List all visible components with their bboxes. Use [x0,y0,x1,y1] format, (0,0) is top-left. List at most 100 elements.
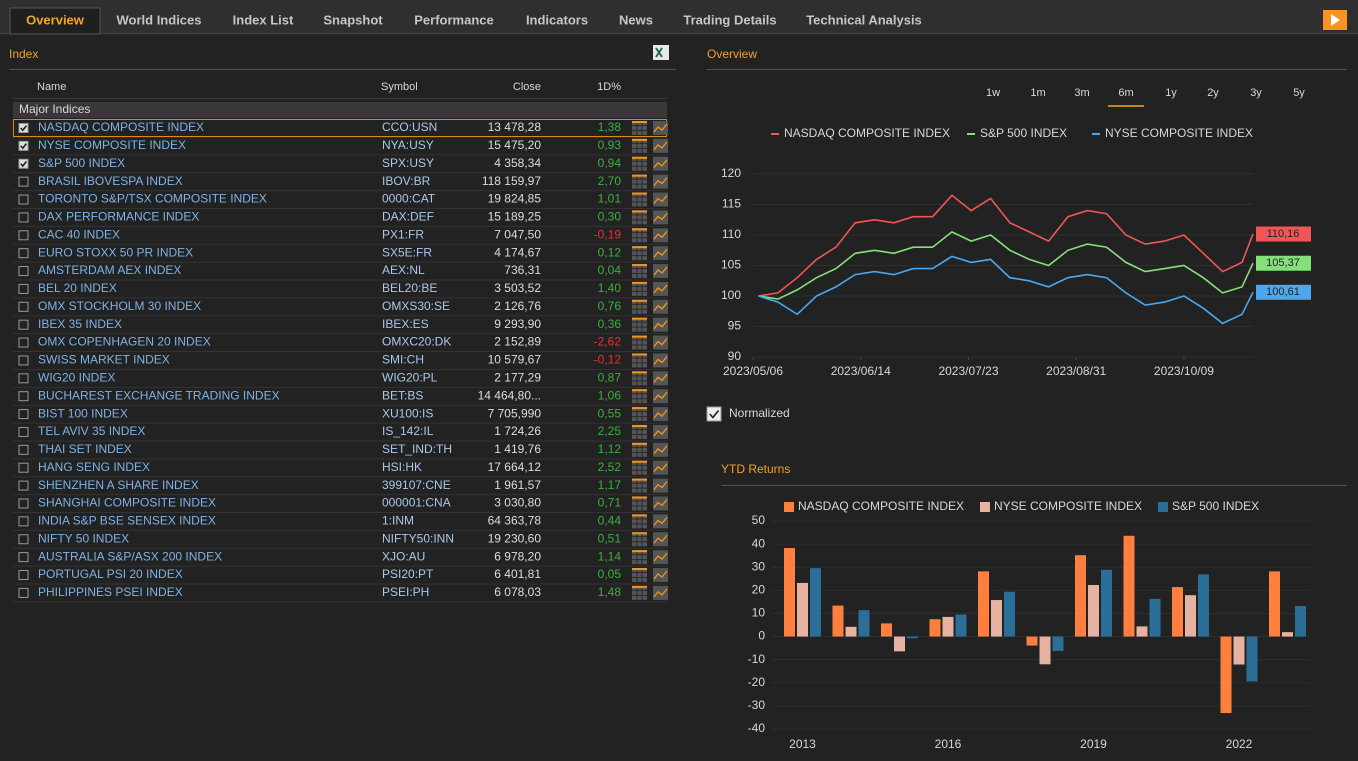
index-name[interactable]: EURO STOXX 50 PR INDEX [38,245,193,259]
chart-icon[interactable] [653,442,668,457]
grid-icon[interactable] [632,568,647,582]
grid-icon[interactable] [632,228,647,243]
index-name[interactable]: SHANGHAI COMPOSITE INDEX [38,496,216,510]
chart-icon[interactable] [653,407,668,422]
grid-icon[interactable] [632,335,647,350]
play-button[interactable] [1323,10,1347,30]
grid-icon[interactable] [632,424,647,439]
tab[interactable]: Trading Details [683,12,776,27]
chart-icon[interactable] [653,389,668,404]
chart-icon[interactable] [653,478,668,493]
index-name[interactable]: PHILIPPINES PSEI INDEX [38,585,183,599]
chart-icon[interactable] [653,192,668,207]
grid-icon[interactable] [632,371,647,386]
checkbox[interactable] [18,462,29,473]
chart-icon[interactable] [653,317,668,332]
index-name[interactable]: BUCHAREST EXCHANGE TRADING INDEX [38,388,280,402]
checkbox[interactable] [706,406,722,422]
tab[interactable]: Indicators [526,12,588,27]
index-name[interactable]: SHENZHEN A SHARE INDEX [38,478,199,492]
grid-icon[interactable] [632,281,647,296]
checkbox[interactable] [18,140,29,151]
checkbox[interactable] [18,301,29,312]
index-name[interactable]: NIFTY 50 INDEX [38,531,129,545]
chart-icon[interactable] [653,532,668,547]
grid-icon[interactable] [632,317,647,332]
grid-icon[interactable] [632,353,647,368]
checkbox[interactable] [18,194,29,205]
grid-icon[interactable] [632,192,647,207]
chart-icon[interactable] [653,264,668,279]
checkbox[interactable] [18,248,29,259]
index-name[interactable]: AUSTRALIA S&P/ASX 200 INDEX [38,549,222,563]
index-name[interactable]: BIST 100 INDEX [38,406,128,420]
checkbox[interactable] [18,266,29,277]
checkbox[interactable] [18,373,29,384]
checkbox[interactable] [18,158,29,169]
index-name[interactable]: DAX PERFORMANCE INDEX [38,210,199,224]
tab[interactable]: Snapshot [323,12,383,27]
index-name[interactable]: IBEX 35 INDEX [38,317,122,331]
chart-icon[interactable] [653,156,668,171]
chart-icon[interactable] [653,174,668,189]
index-name[interactable]: S&P 500 INDEX [38,156,125,170]
grid-icon[interactable] [632,442,647,457]
index-name[interactable]: THAI SET INDEX [38,442,132,456]
active-tab[interactable] [9,7,101,35]
index-name[interactable]: OMX COPENHAGEN 20 INDEX [38,335,211,349]
checkbox[interactable] [18,176,29,187]
checkbox[interactable] [18,480,29,491]
chart-icon[interactable] [653,353,668,368]
grid-icon[interactable] [632,174,647,189]
chart-icon[interactable] [653,568,668,582]
chart-icon[interactable] [653,371,668,386]
tab[interactable]: News [619,12,653,27]
index-name[interactable]: NASDAQ COMPOSITE INDEX [38,120,204,134]
checkbox[interactable] [18,409,29,420]
grid-icon[interactable] [632,389,647,404]
checkbox[interactable] [18,337,29,348]
excel-icon[interactable] [653,45,669,60]
grid-icon[interactable] [632,407,647,422]
chart-icon[interactable] [653,138,668,153]
index-name[interactable]: AMSTERDAM AEX INDEX [38,263,181,277]
checkbox[interactable] [18,319,29,330]
chart-icon[interactable] [653,299,668,314]
tab[interactable]: Performance [414,12,493,27]
grid-icon[interactable] [632,299,647,314]
chart-icon[interactable] [653,281,668,296]
checkbox[interactable] [18,570,29,580]
checkbox[interactable] [18,391,29,402]
period-button[interactable]: 5y [1293,87,1305,99]
excel-icon-bg[interactable] [653,45,669,60]
grid-icon[interactable] [632,585,647,600]
checkbox[interactable] [18,444,29,455]
chart-icon[interactable] [653,335,668,350]
checkbox[interactable] [18,230,29,241]
tab[interactable]: Index List [233,12,294,27]
grid-icon[interactable] [632,264,647,279]
index-name[interactable]: SWISS MARKET INDEX [38,353,170,367]
checkbox[interactable] [18,534,29,545]
index-name[interactable]: HANG SENG INDEX [38,460,150,474]
checkbox[interactable] [18,587,29,598]
period-button[interactable]: 1y [1165,87,1177,99]
chart-icon[interactable] [653,228,668,243]
chart-icon[interactable] [653,550,668,565]
index-name[interactable]: OMX STOCKHOLM 30 INDEX [38,299,201,313]
grid-icon[interactable] [632,246,647,261]
chart-icon[interactable] [653,514,668,529]
chart-icon[interactable] [653,121,668,135]
index-name[interactable]: TORONTO S&P/TSX COMPOSITE INDEX [38,192,267,206]
index-name[interactable]: NYSE COMPOSITE INDEX [38,138,186,152]
grid-icon[interactable] [632,478,647,493]
checkbox[interactable] [18,355,29,366]
grid-icon[interactable] [632,138,647,153]
chart-icon[interactable] [653,496,668,511]
tab[interactable]: Technical Analysis [806,12,922,27]
chart-icon[interactable] [653,246,668,261]
chart-icon[interactable] [653,585,668,600]
grid-icon[interactable] [632,532,647,547]
grid-icon[interactable] [632,210,647,225]
grid-icon[interactable] [632,156,647,171]
